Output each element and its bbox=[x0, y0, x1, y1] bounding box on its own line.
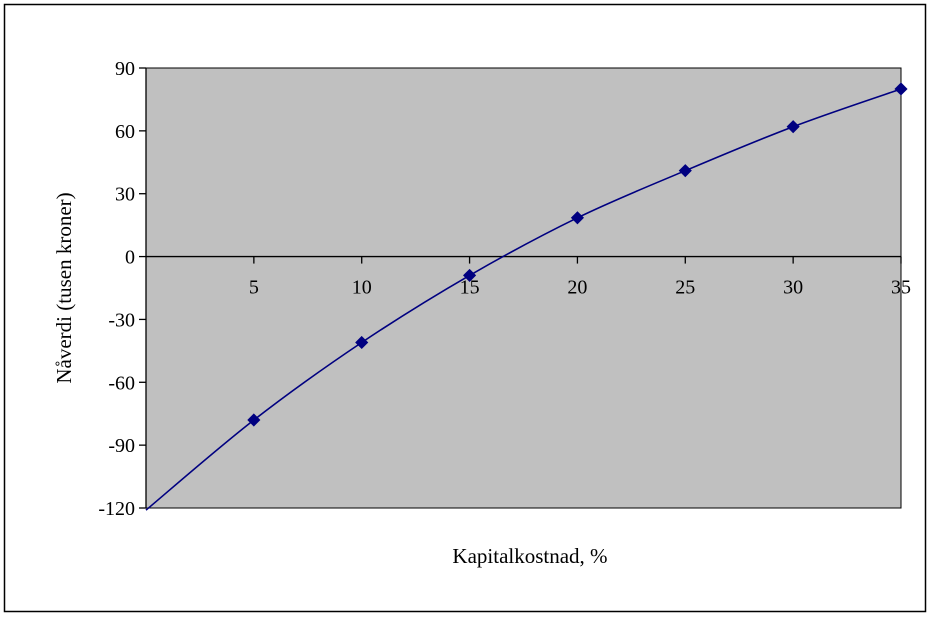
y-tick-label: 0 bbox=[125, 247, 135, 269]
series-line bbox=[145, 88, 902, 511]
data-point-marker bbox=[247, 413, 261, 427]
x-tick-label: 10 bbox=[352, 277, 372, 299]
y-tick-label: -30 bbox=[108, 309, 135, 331]
x-tick-label: 25 bbox=[675, 277, 695, 299]
data-point-marker bbox=[894, 82, 908, 96]
y-tick-label: 90 bbox=[115, 58, 135, 80]
y-tick-label: -60 bbox=[108, 372, 135, 394]
x-axis-label: Kapitalkostnad, % bbox=[452, 544, 607, 568]
y-axis-label: Nåverdi (tusen kroner) bbox=[52, 192, 76, 383]
data-point-marker bbox=[786, 120, 800, 134]
x-tick-label: 35 bbox=[891, 277, 911, 299]
series-layer bbox=[145, 82, 908, 511]
x-tick-label: 20 bbox=[567, 277, 587, 299]
y-tick-label: 30 bbox=[115, 184, 135, 206]
y-tick-label: 60 bbox=[115, 121, 135, 143]
data-point-marker bbox=[678, 164, 692, 178]
data-point-marker bbox=[570, 211, 584, 225]
data-point-marker bbox=[355, 335, 369, 350]
y-tick-label: -90 bbox=[108, 435, 135, 457]
plot-area bbox=[145, 67, 902, 509]
x-tick-label: 5 bbox=[249, 277, 259, 299]
x-axis: 5 10 15 20 25 30 35 bbox=[146, 255, 911, 299]
y-tick-label: -120 bbox=[98, 498, 135, 520]
x-tick-label: 30 bbox=[783, 277, 803, 299]
x-tick-label: 15 bbox=[460, 277, 480, 299]
data-point-marker bbox=[463, 268, 477, 282]
y-axis: 90 60 30 0 -30 -60 -90 -120 bbox=[98, 58, 147, 520]
